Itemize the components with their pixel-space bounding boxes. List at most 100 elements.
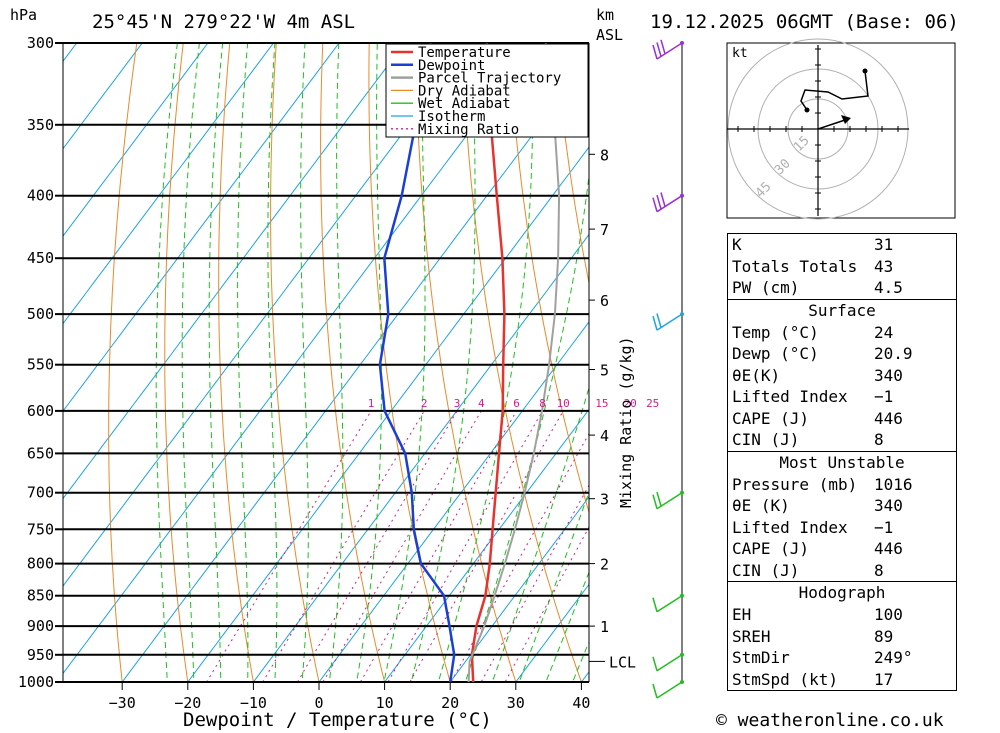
wet-adiabat-line — [208, 43, 224, 682]
row-value: 249° — [874, 648, 913, 667]
x-tick-label: 30 — [507, 694, 525, 712]
x-tick-label: −10 — [240, 694, 267, 712]
x-tick-label: 20 — [441, 694, 459, 712]
most-unstable-section: Most Unstable Pressure (mb) 1016 θE (K) 340… — [728, 450, 956, 582]
table-row: EH 100 — [728, 604, 956, 626]
pressure-tick-label: 300 — [27, 34, 54, 52]
wet-adiabat-line — [267, 43, 278, 682]
isotherm-line — [449, 496, 589, 682]
mixing-ratio-labels: 1 2 3 4 6 8 10 15 20 25 — [368, 397, 660, 410]
row-label: PW (cm) — [732, 278, 800, 297]
dry-adiabat-line — [270, 43, 320, 682]
wet-adiabat-line — [155, 43, 178, 682]
table-row: Pressure (mb) 1016 — [728, 474, 956, 496]
pressure-tick-label: 400 — [27, 187, 54, 205]
row-value: 17 — [874, 669, 894, 689]
wind-barb — [656, 492, 683, 510]
asl-unit-label: ASL — [596, 26, 623, 44]
surface-title: Surface — [808, 300, 876, 320]
wind-barb-feather — [660, 192, 666, 207]
pressure-unit-label: hPa — [10, 6, 37, 24]
dry-adiabat-line — [164, 43, 189, 682]
hodograph-point — [804, 107, 810, 113]
x-tick-label: 40 — [572, 694, 590, 712]
pressure-tick-label: 600 — [27, 402, 54, 420]
mixing-ratio-line — [504, 526, 589, 682]
isotherm-line — [515, 583, 589, 682]
mixing-ratio-label: 1 — [368, 397, 375, 410]
km-tick-label: 1 — [600, 618, 609, 636]
wind-barb-feather — [660, 39, 666, 55]
table-row: CAPE (J) 446 — [728, 538, 956, 560]
x-tick-label: −20 — [174, 694, 201, 712]
row-value: 24 — [874, 322, 894, 342]
row-value: 8 — [874, 430, 884, 449]
row-value: 89 — [874, 626, 894, 646]
row-label: Lifted Index — [732, 387, 848, 406]
dewpoint-profile — [378, 43, 456, 682]
mixing-ratio-line — [322, 410, 482, 682]
wind-barbs-axis — [652, 39, 684, 699]
table-row: CAPE (J) 446 — [728, 408, 956, 430]
wind-barb-feather — [652, 597, 658, 612]
row-label: Pressure (mb) — [732, 474, 858, 494]
km-tick-label: 4 — [600, 427, 609, 445]
mixing-ratio-label: 8 — [539, 397, 546, 410]
pressure-tick-label: 700 — [27, 484, 54, 502]
table-row: Dewp (°C) 20.9 — [728, 343, 956, 365]
wet-adiabat-line — [328, 43, 344, 682]
wind-barb-feather — [652, 315, 658, 331]
row-label: StmDir — [732, 648, 790, 667]
pressure-isobars — [55, 42, 590, 690]
parcel-trajectory-profile — [467, 43, 561, 682]
isotherm-line — [63, 43, 340, 412]
mixing-ratio-line — [450, 432, 589, 682]
pressure-tick-label: 850 — [27, 587, 54, 605]
legend-item-label: Isotherm — [418, 109, 485, 125]
pressure-tick-label: 450 — [27, 249, 54, 267]
most-unstable-title: Most Unstable — [779, 452, 905, 472]
wind-barb-feather — [656, 42, 662, 57]
isotherm-line — [63, 43, 275, 325]
wind-barb-feather — [656, 313, 662, 328]
table-row: Lifted Index −1 — [728, 386, 956, 408]
wind-barb — [656, 595, 683, 613]
km-tick-label: 6 — [600, 292, 609, 310]
legend-item-label: Dewpoint — [418, 58, 485, 74]
dry-adiabat-line — [108, 43, 138, 682]
storm-motion-arrowhead — [841, 115, 851, 124]
x-tick-label: −30 — [109, 694, 136, 712]
pressure-tick-label: 750 — [27, 520, 54, 538]
row-label: CIN (J) — [732, 430, 800, 449]
wind-barb — [656, 195, 683, 213]
temperature-profile — [470, 43, 506, 682]
row-value: 100 — [874, 605, 903, 624]
hodograph-section: Hodograph EH 100 SREH 89 StmDir 249° StmSpd (k… — [728, 581, 956, 690]
wind-barb — [656, 681, 683, 699]
row-value: −1 — [874, 387, 894, 406]
mixing-ratio-line — [480, 484, 589, 682]
location-title: 25°45'N 279°22'W 4m ASL — [92, 11, 355, 33]
table-row: StmSpd (kt) 17 — [728, 669, 956, 691]
table-row: CIN (J) 8 — [728, 429, 956, 451]
pressure-tick-label: 900 — [27, 617, 54, 635]
sounding-profiles — [378, 43, 561, 682]
legend-item-label: Temperature — [418, 45, 511, 61]
row-label: SREH — [732, 626, 771, 646]
dry-adiabat-line — [554, 43, 589, 286]
table-row: K 31 — [728, 234, 956, 256]
row-value: 43 — [874, 256, 894, 276]
pressure-tick-label: 950 — [27, 646, 54, 664]
row-value: 340 — [874, 496, 903, 515]
row-label: θE (K) — [732, 496, 790, 515]
table-row: Totals Totals 43 — [728, 256, 956, 278]
row-value: −1 — [874, 517, 894, 537]
legend-item-label: Dry Adiabat — [418, 83, 511, 99]
table-row: CIN (J) 8 — [728, 560, 956, 582]
isotherm-line — [63, 43, 78, 63]
row-label: Totals Totals — [732, 256, 858, 276]
wind-barb-feather — [656, 491, 662, 507]
row-label: CIN (J) — [732, 560, 800, 580]
wind-barb-feather — [652, 683, 658, 699]
